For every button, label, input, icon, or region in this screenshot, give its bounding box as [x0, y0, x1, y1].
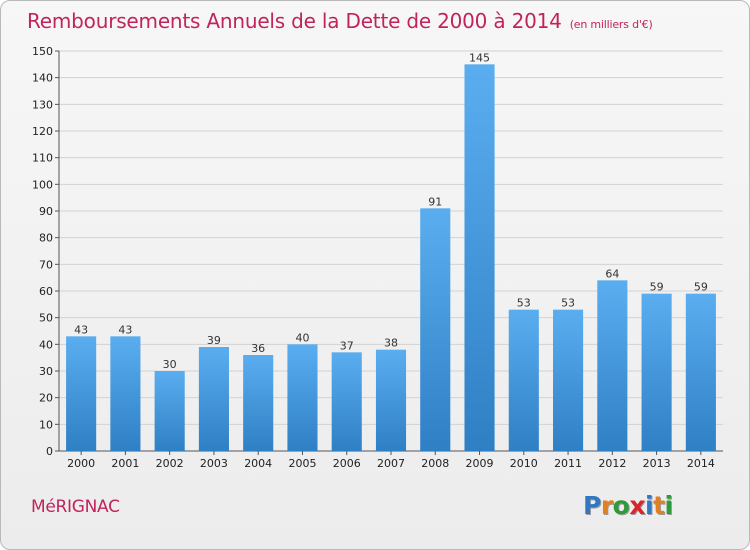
data-label: 30 — [163, 358, 177, 371]
data-label: 59 — [694, 281, 708, 294]
bar — [287, 344, 318, 451]
y-tick-label: 50 — [39, 312, 53, 325]
bar — [685, 293, 716, 451]
data-label: 53 — [517, 297, 531, 310]
x-tick-label: 2001 — [111, 457, 139, 470]
data-label: 38 — [384, 337, 398, 350]
data-label: 64 — [605, 267, 619, 280]
logo-letter: x — [629, 491, 645, 520]
bar — [641, 293, 672, 451]
x-tick-label: 2012 — [598, 457, 626, 470]
y-tick-label: 140 — [32, 72, 53, 85]
data-label: 91 — [428, 195, 442, 208]
bar — [331, 352, 362, 451]
proxiti-logo: Proxiti — [583, 491, 673, 520]
bar — [375, 349, 407, 451]
y-tick-label: 90 — [39, 205, 53, 218]
bars — [66, 64, 716, 452]
bar — [66, 336, 97, 451]
data-label: 40 — [295, 331, 309, 344]
x-tick-label: 2005 — [288, 457, 316, 470]
y-tick-label: 80 — [39, 232, 53, 245]
y-tick-label: 130 — [32, 98, 53, 111]
data-label: 43 — [74, 323, 88, 336]
x-tick-label: 2011 — [554, 457, 582, 470]
bar — [464, 64, 495, 452]
x-tick-label: 2009 — [466, 457, 494, 470]
y-tick-label: 70 — [39, 258, 53, 271]
bar — [508, 309, 539, 451]
chart-title: Remboursements Annuels de la Dette de 20… — [27, 9, 653, 33]
y-tick-label: 120 — [32, 125, 53, 138]
x-tick-label: 2014 — [687, 457, 715, 470]
city-name: MéRIGNAC — [31, 497, 120, 517]
x-tick-label: 2002 — [156, 457, 184, 470]
bar — [110, 336, 141, 451]
data-label: 53 — [561, 297, 575, 310]
bar — [154, 371, 185, 451]
data-label: 39 — [207, 334, 221, 347]
y-tick-label: 110 — [32, 152, 53, 165]
logo-letter: o — [612, 491, 630, 520]
y-tick-label: 60 — [39, 285, 53, 298]
logo-letter: r — [600, 491, 613, 520]
x-tick-label: 2000 — [67, 457, 95, 470]
x-tick-label: 2010 — [510, 457, 538, 470]
x-tick-label: 2007 — [377, 457, 405, 470]
y-tick-label: 10 — [39, 418, 53, 431]
bar — [420, 208, 451, 451]
logo-letter: i — [645, 491, 654, 520]
bar — [198, 347, 229, 451]
chart-unit: (en milliers d'€) — [569, 18, 653, 31]
data-label: 36 — [251, 342, 265, 355]
logo-letter: i — [664, 491, 674, 520]
data-label: 59 — [650, 281, 664, 294]
x-tick-label: 2013 — [643, 457, 671, 470]
y-tick-label: 20 — [39, 392, 53, 405]
logo-letter: t — [653, 491, 665, 520]
y-tick-label: 0 — [46, 445, 53, 458]
data-label: 145 — [469, 51, 490, 64]
bar — [243, 355, 274, 451]
y-tick-label: 40 — [39, 338, 53, 351]
labels: 0 10 20 30 40 50 60 70 80 90 100 110 120 130 140 150 43 2… — [32, 45, 715, 470]
bar — [553, 309, 584, 451]
x-tick-label: 2003 — [200, 457, 228, 470]
x-tick-label: 2006 — [333, 457, 361, 470]
y-tick-label: 100 — [32, 178, 53, 191]
y-tick-label: 150 — [32, 45, 53, 58]
logo-letter: P — [583, 491, 601, 520]
x-tick-label: 2004 — [244, 457, 272, 470]
bar — [597, 280, 628, 451]
y-tick-label: 30 — [39, 365, 53, 378]
x-tick-label: 2008 — [421, 457, 449, 470]
data-label: 37 — [340, 339, 354, 352]
chart-title-text: Remboursements Annuels de la Dette de 20… — [27, 9, 562, 33]
data-label: 43 — [118, 323, 132, 336]
